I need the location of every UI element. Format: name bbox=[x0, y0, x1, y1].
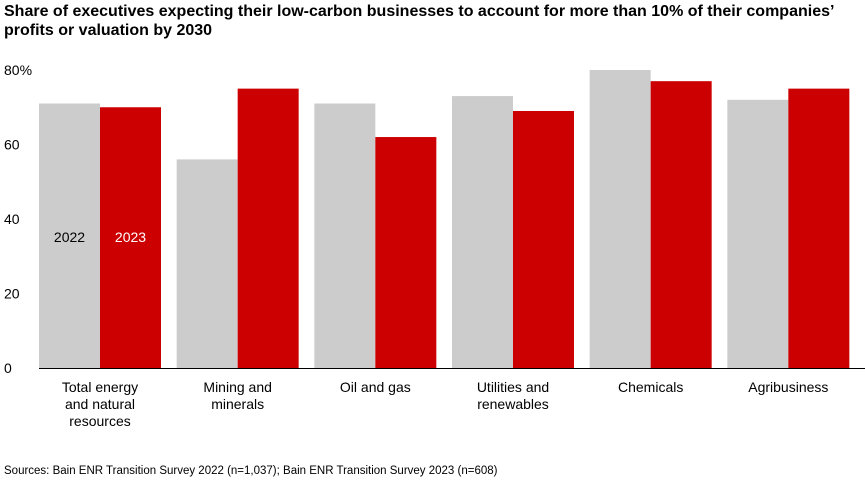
y-tick-label: 60 bbox=[4, 137, 20, 153]
category-label: and natural bbox=[65, 396, 135, 412]
y-tick-label: 80% bbox=[4, 62, 32, 78]
category-label: Oil and gas bbox=[340, 379, 411, 395]
bar-2022-1 bbox=[176, 159, 238, 368]
source-note: Sources: Bain ENR Transition Survey 2022… bbox=[4, 465, 498, 477]
bar-2023-5 bbox=[788, 88, 850, 368]
bar-2022-4 bbox=[589, 70, 651, 368]
category-label: Mining and bbox=[203, 379, 272, 395]
y-tick-label: 0 bbox=[4, 360, 12, 376]
bar-2023-2 bbox=[375, 137, 437, 368]
legend-label-2023: 2023 bbox=[115, 229, 146, 245]
y-tick-label: 40 bbox=[4, 211, 20, 227]
category-label: Total energy bbox=[62, 379, 138, 395]
category-label: minerals bbox=[211, 396, 264, 412]
category-label: Utilities and bbox=[477, 379, 549, 395]
bar-2023-4 bbox=[650, 81, 712, 369]
bar-2022-3 bbox=[452, 96, 513, 368]
chart-title: Share of executives expecting their low-… bbox=[4, 3, 834, 39]
category-label: renewables bbox=[477, 396, 549, 412]
category-label: resources bbox=[69, 413, 130, 429]
bar-2022-5 bbox=[727, 99, 789, 369]
legend-label-2022: 2022 bbox=[54, 229, 85, 245]
bar-2023-1 bbox=[237, 88, 299, 368]
y-tick-label: 20 bbox=[4, 286, 20, 302]
category-label: Chemicals bbox=[618, 379, 683, 395]
bar-2022-2 bbox=[314, 103, 376, 369]
bar-2023-0 bbox=[100, 107, 161, 368]
bar-2022-0 bbox=[39, 103, 100, 369]
bar-2023-3 bbox=[513, 110, 574, 368]
category-label: Agribusiness bbox=[748, 379, 828, 395]
